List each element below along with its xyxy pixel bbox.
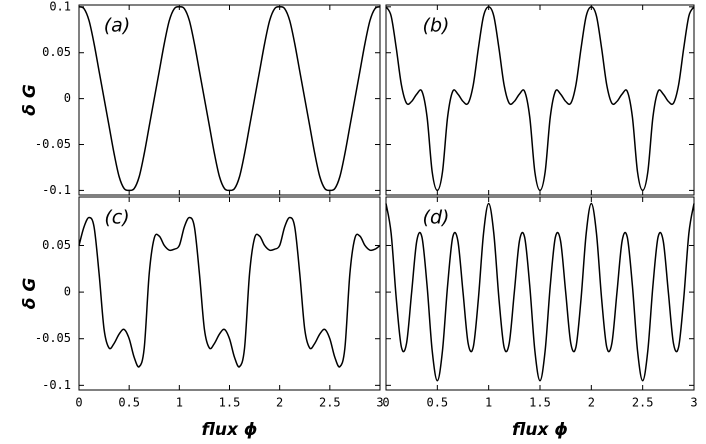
y-tick-label: 0.05 [42, 45, 71, 59]
x-tick-label: 2.5 [632, 396, 654, 410]
x-tick-label: 0.5 [118, 396, 140, 410]
x-tick-label: 2.5 [319, 396, 341, 410]
x-axis-label: flux ϕ [202, 420, 258, 440]
y-axis-label: δ G [20, 84, 40, 116]
x-tick-label: 3 [376, 396, 383, 410]
y-tick-label: -0.1 [42, 183, 71, 197]
x-tick-label: 1.5 [219, 396, 241, 410]
x-tick-label: 0 [382, 396, 389, 410]
y-tick-label: 0.05 [42, 238, 71, 252]
x-tick-label: 0.5 [426, 396, 448, 410]
curve [385, 202, 695, 382]
x-tick-label: 0 [75, 396, 82, 410]
x-tick-label: 3 [690, 396, 697, 410]
curve [78, 216, 381, 368]
y-tick-label: 0.1 [49, 0, 71, 13]
panel-label: (c) [104, 207, 129, 229]
x-axis-label: flux ϕ [512, 420, 568, 440]
panel-label: (a) [104, 15, 130, 37]
curve [385, 6, 695, 192]
x-tick-label: 1 [485, 396, 492, 410]
panel-label: (d) [423, 207, 450, 229]
y-tick-label: -0.05 [35, 331, 71, 345]
y-tick-label: -0.05 [35, 137, 71, 151]
x-tick-label: 2 [276, 396, 283, 410]
x-tick-label: 1.5 [529, 396, 551, 410]
x-tick-label: 2 [588, 396, 595, 410]
y-axis-label: δ G [20, 278, 40, 310]
panel-label: (b) [423, 15, 450, 37]
y-tick-label: -0.1 [42, 378, 71, 392]
y-tick-label: 0 [64, 285, 71, 299]
y-tick-label: 0 [64, 91, 71, 105]
curve [78, 6, 381, 192]
x-tick-label: 1 [176, 396, 183, 410]
